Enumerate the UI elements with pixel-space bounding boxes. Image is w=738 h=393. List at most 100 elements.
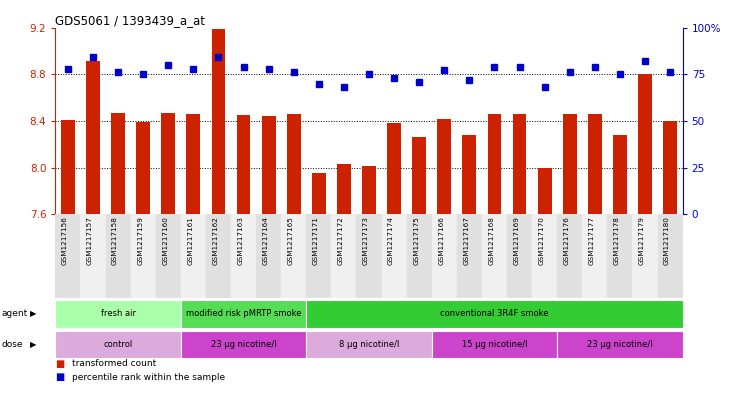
Bar (663, 121, 677, 214)
Bar (306, 214, 331, 298)
Text: GSM1217163: GSM1217163 (238, 216, 244, 265)
Text: 23 μg nicotine/l: 23 μg nicotine/l (211, 340, 276, 349)
Text: GSM1217160: GSM1217160 (162, 216, 168, 265)
Text: ▶: ▶ (30, 340, 36, 349)
Text: agent: agent (1, 309, 28, 318)
Bar (287, 114, 300, 214)
Bar (538, 167, 551, 214)
Text: GSM1217171: GSM1217171 (313, 216, 319, 265)
Bar (532, 214, 557, 298)
Text: GSM1217177: GSM1217177 (589, 216, 595, 265)
Bar (262, 116, 275, 214)
Text: GSM1217179: GSM1217179 (639, 216, 645, 265)
Bar (137, 122, 150, 214)
Bar (312, 173, 325, 214)
Bar (557, 214, 582, 298)
Text: GSM1217165: GSM1217165 (288, 216, 294, 265)
Bar (181, 331, 306, 358)
Text: dose: dose (1, 340, 23, 349)
Text: percentile rank within the sample: percentile rank within the sample (72, 373, 224, 382)
Text: GSM1217173: GSM1217173 (363, 216, 369, 265)
Text: transformed count: transformed count (72, 359, 156, 368)
Bar (55, 214, 80, 298)
Bar (438, 119, 451, 214)
Bar (306, 300, 683, 328)
Bar (613, 135, 627, 214)
Text: 15 μg nicotine/l: 15 μg nicotine/l (462, 340, 527, 349)
Bar (457, 214, 482, 298)
Bar (181, 300, 306, 328)
Bar (156, 214, 181, 298)
Text: GSM1217180: GSM1217180 (664, 216, 670, 265)
Bar (106, 214, 131, 298)
Text: GSM1217170: GSM1217170 (539, 216, 545, 265)
Bar (488, 114, 501, 214)
Text: GSM1217178: GSM1217178 (614, 216, 620, 265)
Bar (80, 214, 106, 298)
Bar (55, 331, 181, 358)
Bar (582, 214, 607, 298)
Bar (86, 61, 100, 214)
Bar (432, 331, 557, 358)
Bar (482, 214, 507, 298)
Bar (632, 214, 658, 298)
Bar (563, 114, 576, 214)
Bar (362, 166, 376, 214)
Text: GDS5061 / 1393439_a_at: GDS5061 / 1393439_a_at (55, 14, 205, 27)
Text: ■: ■ (55, 358, 65, 369)
Bar (432, 214, 457, 298)
Bar (337, 164, 351, 214)
Text: 8 μg nicotine/l: 8 μg nicotine/l (339, 340, 399, 349)
Bar (407, 214, 432, 298)
Bar (212, 29, 225, 214)
Bar (231, 214, 256, 298)
Bar (281, 214, 306, 298)
Bar (61, 120, 75, 214)
Bar (111, 113, 125, 214)
Text: modified risk pMRTP smoke: modified risk pMRTP smoke (186, 309, 301, 318)
Text: GSM1217161: GSM1217161 (187, 216, 193, 265)
Text: ▶: ▶ (30, 309, 36, 318)
Text: GSM1217162: GSM1217162 (213, 216, 218, 265)
Bar (306, 331, 432, 358)
Bar (181, 214, 206, 298)
Text: control: control (103, 340, 133, 349)
Bar (162, 113, 175, 214)
Text: GSM1217156: GSM1217156 (62, 216, 68, 265)
Bar (55, 300, 181, 328)
Bar (607, 214, 632, 298)
Text: conventional 3R4F smoke: conventional 3R4F smoke (440, 309, 549, 318)
Text: GSM1217174: GSM1217174 (388, 216, 394, 265)
Text: GSM1217158: GSM1217158 (112, 216, 118, 265)
Text: 23 μg nicotine/l: 23 μg nicotine/l (587, 340, 652, 349)
Bar (588, 114, 601, 214)
Text: fresh air: fresh air (100, 309, 136, 318)
Bar (256, 214, 281, 298)
Text: GSM1217167: GSM1217167 (463, 216, 469, 265)
Text: GSM1217166: GSM1217166 (438, 216, 444, 265)
Bar (331, 214, 356, 298)
Bar (237, 115, 250, 214)
Bar (131, 214, 156, 298)
Bar (658, 214, 683, 298)
Text: GSM1217157: GSM1217157 (87, 216, 93, 265)
Bar (206, 214, 231, 298)
Bar (187, 114, 200, 214)
Text: GSM1217169: GSM1217169 (514, 216, 520, 265)
Text: GSM1217168: GSM1217168 (489, 216, 494, 265)
Bar (387, 123, 401, 214)
Bar (513, 114, 526, 214)
Bar (463, 135, 476, 214)
Bar (507, 214, 532, 298)
Bar (638, 74, 652, 214)
Text: GSM1217172: GSM1217172 (338, 216, 344, 265)
Bar (356, 214, 382, 298)
Text: GSM1217176: GSM1217176 (564, 216, 570, 265)
Text: GSM1217159: GSM1217159 (137, 216, 143, 265)
Bar (557, 331, 683, 358)
Bar (382, 214, 407, 298)
Text: GSM1217164: GSM1217164 (263, 216, 269, 265)
Bar (413, 137, 426, 214)
Text: GSM1217175: GSM1217175 (413, 216, 419, 265)
Text: ■: ■ (55, 372, 65, 382)
